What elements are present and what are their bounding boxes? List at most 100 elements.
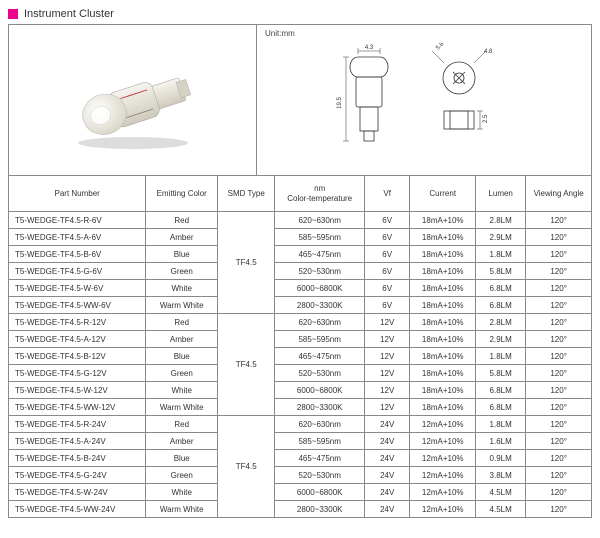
cell-emit: Green	[146, 365, 218, 382]
cell-vf: 24V	[364, 467, 409, 484]
table-row: T5-WEDGE-TF4.5-WW-12VWarm White2800~3300…	[9, 399, 592, 416]
cell-lum: 2.9LM	[476, 331, 526, 348]
cell-cur: 18mA+10%	[410, 280, 476, 297]
dim-side-b: 4.8	[484, 49, 493, 55]
cell-vf: 12V	[364, 365, 409, 382]
cell-nm: 585~595nm	[275, 229, 365, 246]
cell-ang: 120°	[526, 297, 592, 314]
cell-nm: 620~630nm	[275, 314, 365, 331]
cell-cur: 18mA+10%	[410, 348, 476, 365]
accent-square-icon	[8, 9, 18, 19]
cell-part: T5-WEDGE-TF4.5-B-12V	[9, 348, 146, 365]
spec-table: Part Number Emitting Color SMD Type nmCo…	[8, 175, 592, 518]
cell-part: T5-WEDGE-TF4.5-G-12V	[9, 365, 146, 382]
table-row: T5-WEDGE-TF4.5-A-6VAmber585~595nm6V18mA+…	[9, 229, 592, 246]
cell-lum: 4.5LM	[476, 484, 526, 501]
cell-nm: 620~630nm	[275, 212, 365, 229]
cell-nm: 520~530nm	[275, 467, 365, 484]
cell-lum: 1.6LM	[476, 433, 526, 450]
cell-vf: 12V	[364, 399, 409, 416]
dim-tip-width: 4.3	[365, 45, 374, 51]
cell-part: T5-WEDGE-TF4.5-A-6V	[9, 229, 146, 246]
cell-smd: TF4.5	[218, 314, 275, 416]
cell-emit: Warm White	[146, 297, 218, 314]
cell-lum: 5.8LM	[476, 365, 526, 382]
cell-cur: 18mA+10%	[410, 382, 476, 399]
cell-ang: 120°	[526, 263, 592, 280]
cell-emit: Red	[146, 416, 218, 433]
cell-smd: TF4.5	[218, 416, 275, 518]
cell-emit: Warm White	[146, 399, 218, 416]
section-header: Instrument Cluster	[8, 8, 592, 20]
cell-ang: 120°	[526, 212, 592, 229]
cell-nm: 2800~3300K	[275, 297, 365, 314]
cell-cur: 12mA+10%	[410, 416, 476, 433]
cell-nm: 585~595nm	[275, 433, 365, 450]
cell-part: T5-WEDGE-TF4.5-R-6V	[9, 212, 146, 229]
cell-cur: 18mA+10%	[410, 263, 476, 280]
table-row: T5-WEDGE-TF4.5-W-24VWhite6000~6800K24V12…	[9, 484, 592, 501]
cell-nm: 520~530nm	[275, 263, 365, 280]
cell-nm: 2800~3300K	[275, 501, 365, 518]
top-panel: Unit:mm 4.3	[8, 24, 592, 175]
cell-lum: 2.8LM	[476, 314, 526, 331]
cell-part: T5-WEDGE-TF4.5-W-6V	[9, 280, 146, 297]
cell-cur: 18mA+10%	[410, 297, 476, 314]
cell-ang: 120°	[526, 382, 592, 399]
table-row: T5-WEDGE-TF4.5-W-12VWhite6000~6800K12V18…	[9, 382, 592, 399]
cell-ang: 120°	[526, 467, 592, 484]
cell-emit: Blue	[146, 450, 218, 467]
cell-lum: 0.9LM	[476, 450, 526, 467]
cell-emit: White	[146, 484, 218, 501]
cell-lum: 6.8LM	[476, 399, 526, 416]
cell-emit: Amber	[146, 331, 218, 348]
cell-emit: Warm White	[146, 501, 218, 518]
cell-ang: 120°	[526, 450, 592, 467]
table-row: T5-WEDGE-TF4.5-R-12VRedTF4.5620~630nm12V…	[9, 314, 592, 331]
cell-part: T5-WEDGE-TF4.5-B-6V	[9, 246, 146, 263]
cell-lum: 6.8LM	[476, 382, 526, 399]
dim-side-a: 5.8	[435, 43, 446, 51]
cell-ang: 120°	[526, 501, 592, 518]
table-row: T5-WEDGE-TF4.5-A-24VAmber585~595nm24V12m…	[9, 433, 592, 450]
col-vf: Vf	[364, 176, 409, 212]
cell-lum: 2.9LM	[476, 229, 526, 246]
cell-nm: 465~475nm	[275, 348, 365, 365]
cell-part: T5-WEDGE-TF4.5-A-12V	[9, 331, 146, 348]
col-ang: Viewing Angle	[526, 176, 592, 212]
table-row: T5-WEDGE-TF4.5-B-6VBlue465~475nm6V18mA+1…	[9, 246, 592, 263]
table-row: T5-WEDGE-TF4.5-W-6VWhite6000~6800K6V18mA…	[9, 280, 592, 297]
cell-nm: 6000~6800K	[275, 484, 365, 501]
cell-vf: 24V	[364, 433, 409, 450]
cell-vf: 24V	[364, 416, 409, 433]
cell-emit: Red	[146, 314, 218, 331]
col-lum: Lumen	[476, 176, 526, 212]
unit-label: Unit:mm	[265, 29, 583, 38]
cell-lum: 1.8LM	[476, 348, 526, 365]
cell-emit: Amber	[146, 229, 218, 246]
cell-part: T5-WEDGE-TF4.5-G-24V	[9, 467, 146, 484]
cell-part: T5-WEDGE-TF4.5-WW-6V	[9, 297, 146, 314]
col-emit: Emitting Color	[146, 176, 218, 212]
col-nm: nmColor-temperature	[275, 176, 365, 212]
col-cur: Current	[410, 176, 476, 212]
dimension-cell: Unit:mm 4.3	[257, 25, 591, 175]
cell-ang: 120°	[526, 331, 592, 348]
cell-emit: White	[146, 382, 218, 399]
cell-nm: 620~630nm	[275, 416, 365, 433]
cell-part: T5-WEDGE-TF4.5-A-24V	[9, 433, 146, 450]
cell-lum: 1.8LM	[476, 246, 526, 263]
cell-ang: 120°	[526, 365, 592, 382]
cell-vf: 6V	[364, 229, 409, 246]
col-smd: SMD Type	[218, 176, 275, 212]
cell-emit: Blue	[146, 246, 218, 263]
cell-cur: 18mA+10%	[410, 331, 476, 348]
cell-emit: White	[146, 280, 218, 297]
table-row: T5-WEDGE-TF4.5-WW-24VWarm White2800~3300…	[9, 501, 592, 518]
cell-nm: 520~530nm	[275, 365, 365, 382]
cell-vf: 24V	[364, 484, 409, 501]
table-row: T5-WEDGE-TF4.5-B-12VBlue465~475nm12V18mA…	[9, 348, 592, 365]
cell-cur: 18mA+10%	[410, 246, 476, 263]
cell-lum: 2.8LM	[476, 212, 526, 229]
table-row: T5-WEDGE-TF4.5-WW-6VWarm White 2800~3300K…	[9, 297, 592, 314]
